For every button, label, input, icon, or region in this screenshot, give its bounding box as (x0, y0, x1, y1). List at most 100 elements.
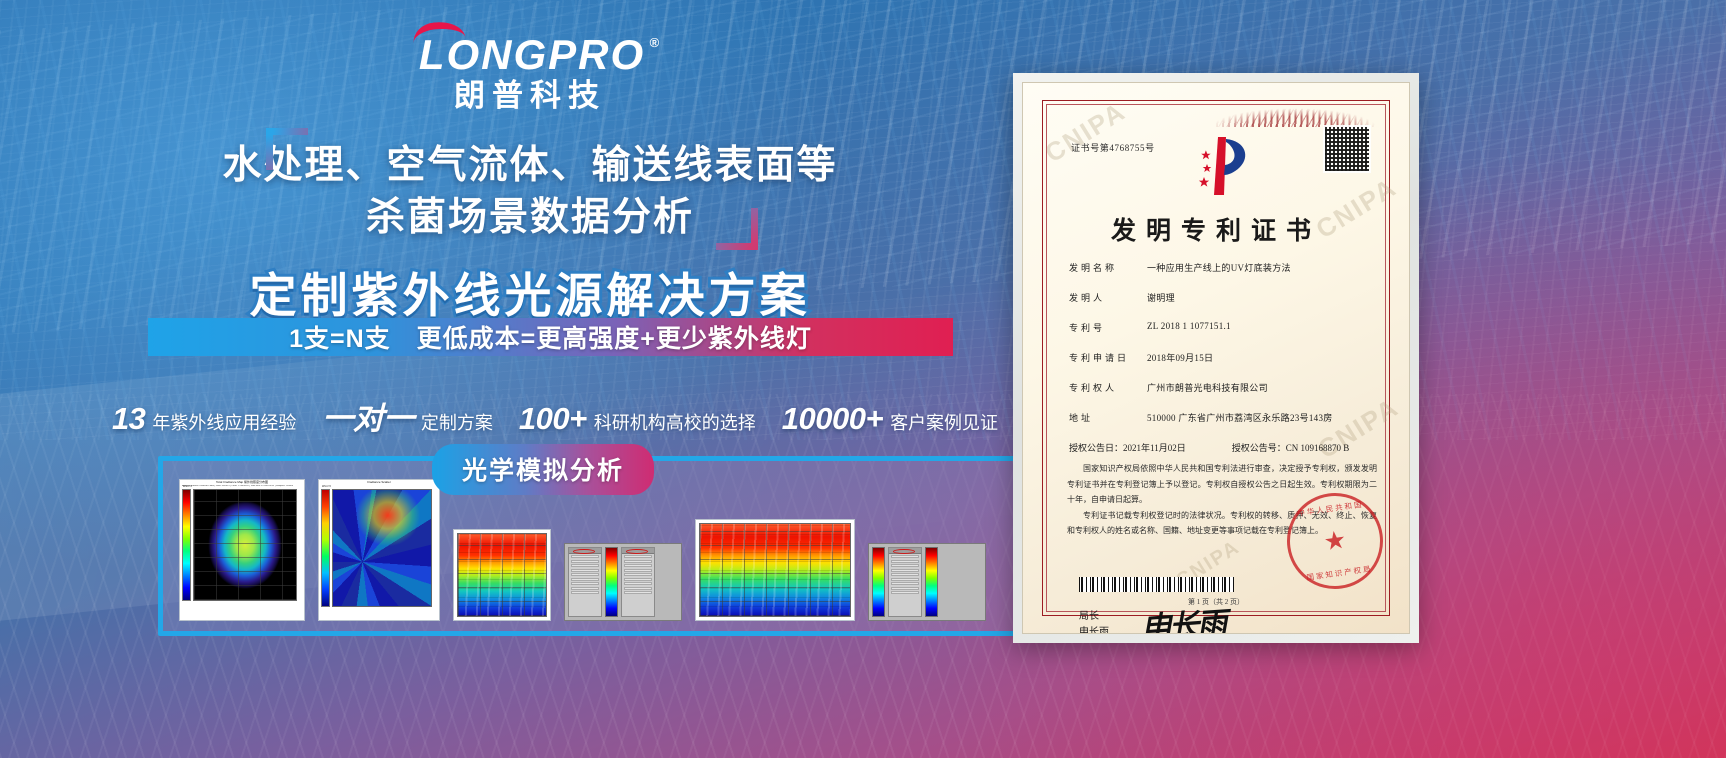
field-value: 一种应用生产线上的UV灯底装方法 (1147, 263, 1291, 273)
grant-date: 授权公告日：2021年11月02日 (1069, 443, 1186, 453)
barcode (1079, 577, 1234, 592)
column-rows (889, 554, 921, 597)
grant-number: 授权公告号：CN 109168870 B (1231, 443, 1350, 453)
director-label: 局长 (1079, 611, 1099, 622)
stat-item: 10000+ 客户案例见证 (782, 401, 998, 437)
field-key: 地址 (1069, 413, 1094, 423)
column-rows (569, 554, 601, 597)
field-value: 广州市朗普光电科技有限公司 (1147, 383, 1268, 393)
data-table-panel-1 (564, 543, 682, 621)
grid-overlay (194, 490, 296, 601)
field-key: 发明人 (1069, 293, 1106, 303)
ornament-decoration (1199, 101, 1389, 127)
stat-item: 一对一 定制方案 (322, 393, 493, 438)
colorbar-label: W/cm^2 (183, 485, 192, 489)
contour-heatmap (193, 489, 297, 602)
field-row: 专利申请日 2018年09月15日 (1069, 351, 1379, 364)
speckle-heatmap (332, 488, 432, 607)
main-title-block: 定制紫外线光源解决方案 (0, 269, 1060, 322)
star-icon: ★ (1321, 525, 1349, 557)
logo-text-cn: 朗普科技 (454, 78, 606, 113)
field-key: 专利号 (1069, 323, 1106, 333)
highlight-ellipse-icon (573, 549, 595, 554)
bracket-top-left-icon (266, 128, 308, 170)
registered-trademark-icon: ® (649, 35, 662, 50)
plot-title: Irradiance Scatter (367, 480, 391, 484)
highlight-ellipse-icon (626, 549, 648, 554)
legend-colorbar (605, 547, 618, 617)
plot-subtitle: Analysis Surface: Detector Plane | Units… (182, 484, 294, 487)
stat-label: 定制方案 (420, 413, 493, 433)
field-row: 地址 510000 广东省广州市荔湾区永乐路23号143房 (1069, 411, 1379, 424)
bracket-bottom-right-icon (716, 208, 758, 250)
headline-block: 水处理、空气流体、输送线表面等 杀菌场景数据分析 (0, 128, 1060, 250)
field-key: 发明名称 (1069, 263, 1118, 273)
stats-row: 13 年紫外线应用经验 一对一 定制方案 100+ 科研机构高校的选择 1000… (90, 393, 1020, 436)
stat-number: 一对一 (322, 401, 414, 436)
field-row: 专利号 ZL 2018 1 1077151.1 (1069, 321, 1379, 334)
data-column (621, 547, 655, 617)
logo-text-en: LONGPRO (418, 31, 646, 78)
stat-number: 13 (111, 401, 146, 436)
cnipa-emblem-icon (1198, 137, 1246, 195)
legend-colorbar (872, 547, 885, 617)
headline-line-1: 水处理、空气流体、输送线表面等 (222, 144, 838, 187)
optical-simulation-badge: 光学模拟分析 (432, 444, 655, 495)
headline-line-2: 杀菌场景数据分析 (365, 196, 694, 240)
band-heatmap (699, 523, 851, 617)
page-number: 第 1 页（共 2 页） (1188, 598, 1244, 606)
colorbar: W/cm^2 (182, 485, 192, 602)
certificate-fields: 发明名称 一种应用生产线上的UV灯底装方法 发明人 谢明理 专利号 ZL 201… (1069, 261, 1379, 468)
stat-label: 客户案例见证 (890, 413, 999, 433)
data-column (888, 547, 922, 617)
field-row: 发明名称 一种应用生产线上的UV灯底装方法 (1069, 261, 1379, 274)
plot-title: Total Irradiance Map 紫外线照度分布图 (215, 480, 268, 484)
grid-overlay (458, 534, 546, 616)
qr-code-icon (1323, 125, 1371, 173)
field-value: 510000 广东省广州市荔湾区永乐路23号143房 (1147, 413, 1333, 423)
field-row: 发明人 谢明理 (1069, 291, 1379, 304)
director-name: 申长雨 (1079, 627, 1109, 634)
band-heatmap (457, 533, 547, 617)
stat-item: 100+ 科研机构高校的选择 (519, 401, 756, 437)
data-column (568, 547, 602, 617)
highlight-ellipse-icon (893, 549, 915, 554)
column-rows (622, 554, 654, 597)
stat-label: 科研机构高校的选择 (593, 413, 756, 433)
stat-number: 100+ (518, 401, 587, 436)
stat-item: 13 年紫外线应用经验 (112, 401, 296, 437)
simulation-panel: Total Irradiance Map 紫外线照度分布图 Analysis S… (158, 456, 1140, 636)
brand-logo: LONGPRO ® 朗普科技 (0, 19, 1060, 113)
certificate-title: 发明专利证书 (1110, 218, 1321, 245)
speckle-irradiance-plot: Irradiance Scatter W/cm^2 (318, 479, 440, 621)
field-value: 谢明理 (1147, 293, 1175, 303)
stat-label: 年紫外线应用经验 (152, 413, 297, 433)
grant-row: 授权公告日：2021年11月02日 授权公告号：CN 109168870 B (1069, 441, 1379, 454)
body-paragraph-1: 国家知识产权局依照中华人民共和国专利法进行审查，决定授予专利权，颁发发明专利证书… (1067, 464, 1377, 505)
colorbar-label: W/cm^2 (322, 484, 331, 488)
certificate-body: 国家知识产权局依照中华人民共和国专利法进行审查，决定授予专利权，颁发发明专利证书… (1067, 461, 1377, 539)
subtitle-gradient-bar (148, 318, 953, 356)
grid-overlay (700, 524, 850, 616)
field-key: 专利申请日 (1069, 353, 1130, 363)
certificate-page: CNIPA CNIPA CNIPA CNIPA 证书号第4768755号 发明专… (1022, 82, 1410, 634)
certificate-number: 证书号第4768755号 (1071, 143, 1155, 153)
director-block: 局长 申长雨 (1079, 609, 1109, 634)
main-title: 定制紫外线光源解决方案 (247, 269, 811, 322)
uniformity-band-plot-1 (453, 529, 551, 621)
colorbar: W/cm^2 (321, 485, 331, 607)
logo-wordmark: LONGPRO ® (411, 19, 659, 78)
uniformity-band-plot-2 (695, 519, 855, 621)
illuminance-contour-plot: Total Irradiance Map 紫外线照度分布图 Analysis S… (179, 479, 305, 621)
subtitle-text: 1支=N支 更低成本=更高强度+更少紫外线灯 (289, 325, 812, 353)
legend-colorbar (925, 547, 938, 617)
field-value: 2018年09月15日 (1147, 353, 1214, 363)
data-table-panel-2 (868, 543, 986, 621)
field-key: 专利权人 (1069, 383, 1118, 393)
field-row: 专利权人 广州市朗普光电科技有限公司 (1069, 381, 1379, 394)
body-paragraph-2: 专利证书记载专利权登记时的法律状况。专利权的转移、质押、无效、终止、恢复和专利权… (1067, 510, 1377, 536)
patent-certificate: CNIPA CNIPA CNIPA CNIPA 证书号第4768755号 发明专… (1013, 73, 1419, 643)
stat-number: 10000+ (781, 401, 884, 436)
field-value: ZL 2018 1 1077151.1 (1147, 321, 1231, 331)
